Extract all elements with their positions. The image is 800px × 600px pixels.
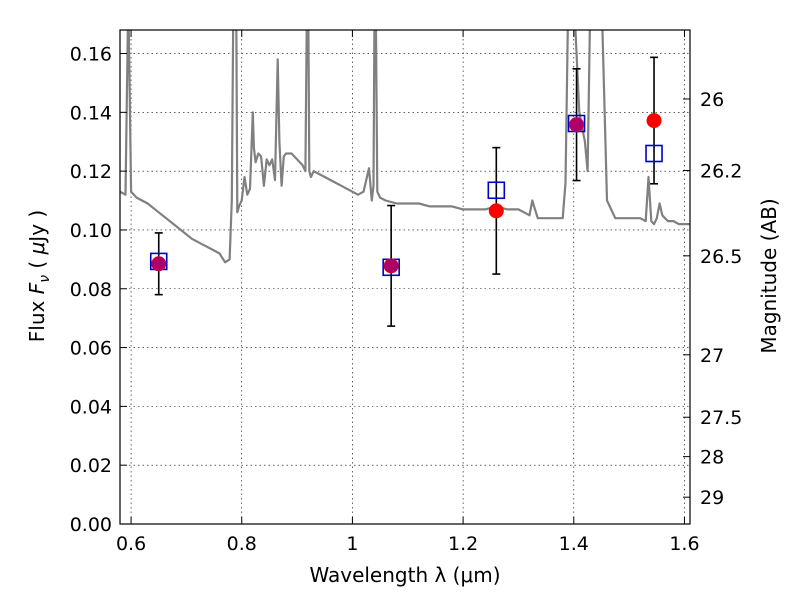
model-square xyxy=(645,144,663,163)
observed-point-overlay xyxy=(569,117,584,132)
x-tick-label: 0.8 xyxy=(227,533,257,555)
y-tick-label: 0.16 xyxy=(70,44,112,66)
observed-point-overlay xyxy=(384,258,399,273)
spectrum-line xyxy=(120,30,690,264)
y2-tick-label: 29 xyxy=(700,487,724,509)
y2-tick-label: 28 xyxy=(700,447,724,469)
y2-tick-label: 26 xyxy=(700,89,724,111)
y-axis-label: Flux Fν ( μJy ) xyxy=(25,210,53,342)
observed-point-overlay xyxy=(151,256,166,271)
y-axis-label-flux: Flux xyxy=(25,294,49,342)
observed-point xyxy=(488,203,504,219)
y2-tick-label: 26.2 xyxy=(700,160,742,182)
y-axis-label-mu: μ xyxy=(25,242,49,256)
y-tick-label: 0.00 xyxy=(70,514,112,536)
y-tick-label: 0.02 xyxy=(70,455,112,477)
error-bars xyxy=(154,56,659,327)
observed-point xyxy=(646,113,662,129)
y-tick-label: 0.10 xyxy=(70,220,112,242)
axes: 0.6 0.8 1 1.2 1.4 1.6 0.00 0.02 0.04 0.06 0.08 0.10… xyxy=(70,29,742,555)
y-tick-label: 0.08 xyxy=(70,279,112,301)
x-tick-label: 1.4 xyxy=(559,533,589,555)
x-tick-label: 0.6 xyxy=(116,533,146,555)
model-square xyxy=(487,181,506,200)
y2-tick-label: 27.5 xyxy=(700,407,742,429)
y-tick-label: 0.14 xyxy=(70,102,112,124)
plot-frame xyxy=(119,29,691,525)
y-tick-label: 0.04 xyxy=(70,396,112,418)
y-tick-label: 0.06 xyxy=(70,338,112,360)
y-axis-label-open: ( xyxy=(25,254,49,275)
model-spectrum xyxy=(120,30,690,264)
x-tick-label: 1 xyxy=(346,533,358,555)
y2-tick-label: 26.5 xyxy=(700,246,742,268)
y2-tick-label: 27 xyxy=(700,345,724,367)
y2-axis-label: Magnitude (AB) xyxy=(757,198,781,353)
y-axis-label-f-symbol: F xyxy=(25,282,49,294)
x-axis-label: Wavelength λ (μm) xyxy=(309,563,500,587)
y-axis-label-nu: ν xyxy=(37,275,53,283)
y-axis-label-unit: Jy ) xyxy=(25,210,49,244)
y-tick-label: 0.12 xyxy=(70,161,112,183)
x-tick-label: 1.2 xyxy=(448,533,478,555)
observed-flux-markers xyxy=(151,113,662,274)
x-tick-label: 1.6 xyxy=(669,533,699,555)
